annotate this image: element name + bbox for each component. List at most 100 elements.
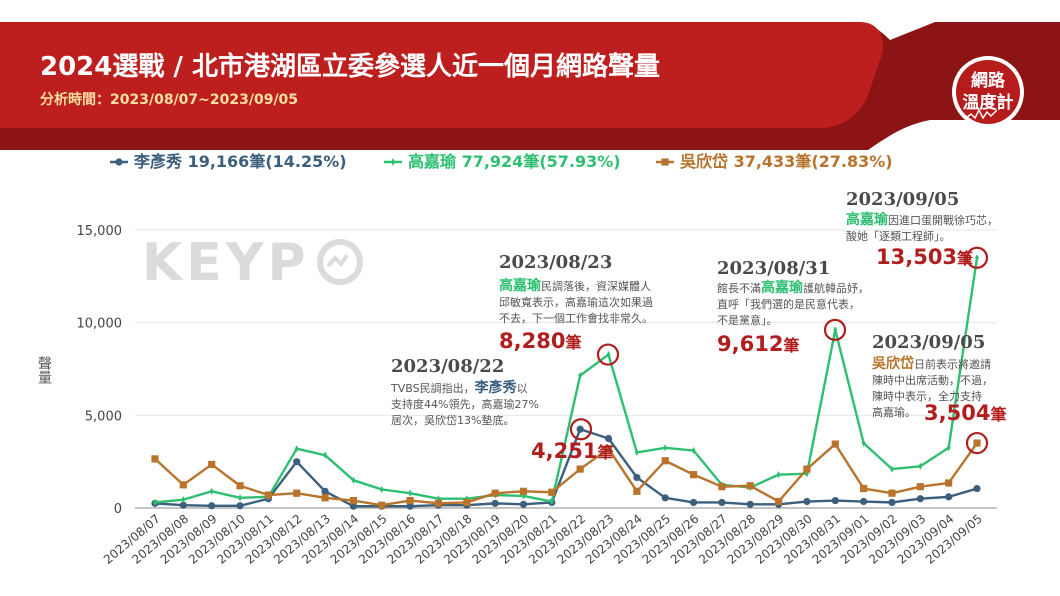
annotation-a0823: 2023/08/23 高嘉瑜民調落後，資深媒體人邱敏寬表示，高嘉瑜這次如果過不去，… [499, 252, 653, 366]
point-gao [606, 351, 611, 359]
point-li [973, 484, 981, 493]
annotation-line: 吳欣岱日前表示將邀請 [872, 355, 991, 372]
point-gao [889, 465, 894, 473]
annotation-a0831: 2023/08/31館長不滿高嘉瑜護航韓品妤，直呼「我們選的是民意代表，不是黨意… [717, 258, 869, 356]
annotation-line: 邱敏寬表示，高嘉瑜這次如果過 [499, 295, 653, 309]
point-li [916, 495, 924, 503]
annotation-value: 4,251筆 [531, 439, 613, 463]
annotation-line: 館長不滿高嘉瑜護航韓品妤， [717, 279, 869, 296]
legend-entry-wu: 吳欣岱 37,433筆(27.83%) [679, 152, 893, 171]
annotation-line: 支持度44%領先，高嘉瑜27% [391, 397, 539, 411]
y-tick-label: 10,000 [77, 317, 123, 332]
annotation-text: 護航韓品妤， [803, 281, 869, 295]
annotation-text: TVBS民調指出， [390, 381, 475, 395]
highlight-ring [596, 343, 620, 366]
y-axis-label: 聲量 [36, 355, 52, 384]
point-wu [151, 455, 159, 463]
point-li [576, 425, 584, 433]
annotation-line: TVBS民調指出，李彥秀以 [390, 379, 528, 396]
point-li [604, 434, 613, 443]
annotation-value-unit: 筆 [565, 333, 581, 352]
point-gao [351, 476, 356, 484]
annotation-value-unit: 筆 [990, 405, 1006, 424]
series-line-gao [154, 257, 979, 504]
point-li [860, 497, 868, 506]
annotation-value: 3,504筆 [924, 401, 1006, 425]
point-wu [548, 488, 556, 496]
point-wu [463, 498, 471, 507]
annotation-value-number: 3,504 [924, 401, 990, 425]
y-tick-label: 5,000 [85, 409, 122, 424]
annotation-line: 高嘉瑜因進口蛋開戰徐巧芯， [846, 211, 998, 228]
watermark: KEYP [142, 233, 363, 293]
highlight-ring [965, 246, 989, 269]
point-gao [153, 498, 157, 506]
point-gao [634, 448, 639, 456]
point-li [519, 500, 528, 508]
annotation-text: 不去，下一個工作會找非常久。 [499, 311, 653, 325]
point-wu [576, 465, 584, 473]
badge-line2: 溫度計 [963, 92, 1014, 113]
legend-marker [391, 158, 395, 166]
point-wu [803, 465, 811, 473]
thermometer-badge: 網路 溫度計 [952, 56, 1024, 128]
legend-entry-gao: 高嘉瑜 77,924筆(57.93%) [408, 152, 621, 171]
annotation-line: 高嘉瑜民調落後，資深媒體人 [499, 277, 651, 294]
point-li [293, 458, 301, 466]
point-gao [578, 371, 583, 379]
legend: 李彥秀 19,166筆(14.25%) 高嘉瑜 77,924筆(57.93%) 吳欣… [110, 152, 893, 171]
annotation-name: 李彥秀 [474, 379, 518, 396]
point-wu [689, 471, 698, 479]
point-gao [776, 471, 781, 479]
annotation-date: 2023/09/05 [846, 189, 959, 210]
point-gao [294, 445, 299, 453]
annotation-name: 高嘉瑜 [846, 211, 889, 228]
annotation-date: 2023/08/23 [499, 252, 612, 273]
point-li [945, 493, 953, 501]
watermark-text: KEYP [142, 233, 310, 293]
annotation-text: 因進口蛋開戰徐巧芯， [888, 213, 998, 227]
annotation-name: 吳欣岱 [872, 355, 914, 372]
page-title: 2024選戰 / 北市港湖區立委參選人近一個月網路聲量 [40, 51, 660, 82]
point-gao [238, 494, 243, 502]
point-wu [888, 489, 896, 497]
point-wu [746, 482, 754, 490]
point-gao [181, 496, 186, 504]
point-wu [349, 496, 358, 505]
annotation-line: 居次，吳欣岱13%墊底。 [391, 413, 514, 427]
highlight-ring [569, 418, 593, 441]
point-wu [491, 489, 499, 497]
point-li [633, 473, 641, 482]
annotation-date: 2023/08/31 [717, 258, 830, 279]
point-li [803, 497, 811, 506]
point-wu [293, 489, 301, 497]
point-wu [179, 481, 187, 489]
point-li [321, 487, 329, 495]
annotation-line: 陳時中表示，全力支持 [872, 389, 982, 403]
annotation-name: 高嘉瑜 [499, 277, 542, 294]
point-wu [378, 501, 386, 509]
annotation-text: 高嘉瑜。 [872, 405, 916, 419]
point-gao [946, 444, 951, 452]
annotation-value-number: 13,503 [876, 245, 957, 269]
point-gao [918, 462, 923, 470]
annotation-value-unit: 筆 [783, 336, 799, 355]
legend-marker [661, 158, 669, 166]
annotation-line: 陳時中出席活動，不過， [872, 373, 993, 387]
point-wu [208, 460, 216, 469]
annotation-value-unit: 筆 [597, 443, 613, 462]
y-tick-label: 0 [114, 502, 122, 517]
point-wu [661, 457, 669, 465]
point-li [718, 498, 726, 507]
point-gao [408, 489, 413, 497]
series-line-wu [154, 442, 978, 507]
point-wu [264, 491, 272, 499]
annotation-text: 陳時中表示，全力支持 [872, 389, 982, 403]
point-gao [861, 439, 866, 447]
point-gao [975, 254, 979, 262]
annotation-text: 居次，吳欣岱13%墊底。 [391, 413, 514, 427]
point-wu [434, 499, 443, 507]
point-wu [973, 439, 981, 447]
